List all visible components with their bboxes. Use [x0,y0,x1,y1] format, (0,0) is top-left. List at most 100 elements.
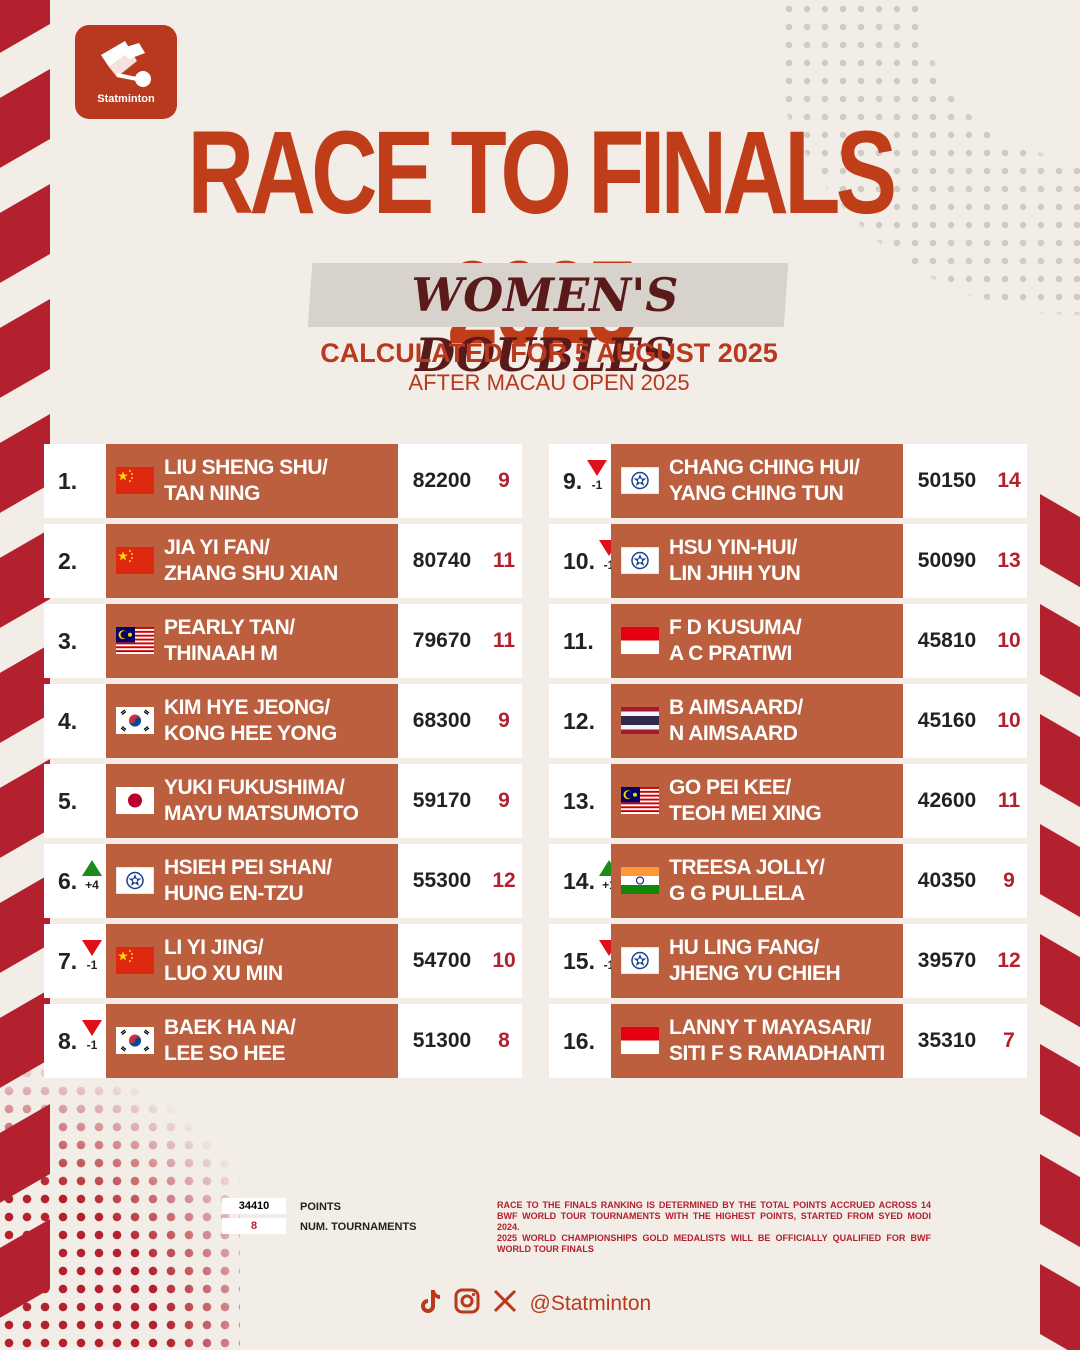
x-icon[interactable] [492,1288,518,1320]
player-1: TREESA JOLLY/ [669,856,825,879]
pair-names: HSIEH PEI SHAN/HUNG EN-TZU [164,855,332,907]
stripe [0,414,50,536]
tournaments-value: 9 [498,709,510,732]
pair-names: LI YI JING/LUO XU MIN [164,935,283,987]
taipei-flag-icon [620,946,660,975]
rank-change-value: -1 [603,958,615,972]
stripe [1040,494,1080,616]
points-value: 35310 [917,1029,977,1052]
ranking-row: 6. +4 HSIEH PEI SHAN/HUNG EN-TZU 55300 12 [44,844,522,918]
points-value: 45160 [917,709,977,732]
pair-names: PEARLY TAN/THINAAH M [164,615,295,667]
legend-tour-value: 8 [222,1218,286,1234]
points-value: 54700 [412,949,472,972]
stripe [1040,1154,1080,1276]
pair-band: LANNY T MAYASARI/SITI F S RAMADHANTI [611,1004,903,1078]
pair-band: HSIEH PEI SHAN/HUNG EN-TZU [106,844,398,918]
tiktok-icon[interactable] [418,1288,442,1320]
player-2: LUO XU MIN [164,962,283,985]
player-1: JIA YI FAN/ [164,536,270,559]
statminton-logo: Statminton [75,25,177,119]
indonesia-flag-icon [621,627,659,654]
rank-number: 8. [58,1028,78,1054]
rank-number: 16. [563,1028,595,1054]
tournaments-value: 9 [498,469,510,492]
player-1: HSIEH PEI SHAN/ [164,856,332,879]
rank-change-value: -1 [86,958,98,972]
rank-change: +4 [80,860,104,892]
pair-band: HU LING FANG/JHENG YU CHIEH [611,924,903,998]
tournaments-value: 13 [997,549,1021,572]
social-links: @Statminton [418,1288,657,1318]
korea-flag-icon [116,1027,154,1054]
stripe [1040,714,1080,836]
social-handle[interactable]: @Statminton [529,1292,652,1315]
tournaments-value: 12 [997,949,1021,972]
tournaments-value: 10 [997,709,1021,732]
points-value: 59170 [412,789,472,812]
ranking-row: 8. -1 BAEK HA NA/LEE SO HEE 51300 8 [44,1004,522,1078]
tournaments-value: 9 [1003,869,1015,892]
china-flag-icon [116,947,154,974]
arrow-down-icon [587,460,607,476]
points-value: 42600 [917,789,977,812]
player-1: PEARLY TAN/ [164,616,295,639]
stripe [0,759,50,881]
rank-change-value: -1 [86,1038,98,1052]
player-1: KIM HYE JEONG/ [164,696,330,719]
player-1: GO PEI KEE/ [669,776,791,799]
arrow-down-icon [82,1020,102,1036]
taipei-flag-icon [620,466,660,495]
rank-number: 2. [58,548,78,574]
player-2: JHENG YU CHIEH [669,962,841,985]
player-1: HU LING FANG/ [669,936,819,959]
ranking-row: 9. -1 CHANG CHING HUI/YANG CHING TUN 50150 1… [549,444,1027,518]
ranking-row: 16. LANNY T MAYASARI/SITI F S RAMADHANTI 3… [549,1004,1027,1078]
player-1: CHANG CHING HUI/ [669,456,860,479]
rank-number: 3. [58,628,78,654]
taipei-flag-icon [620,546,660,575]
after-event: AFTER MACAU OPEN 2025 [408,370,690,395]
ranking-row: 15. -1 HU LING FANG/JHENG YU CHIEH 39570 12 [549,924,1027,998]
pair-names: HSU YIN-HUI/LIN JHIH YUN [669,535,801,587]
player-1: F D KUSUMA/ [669,616,802,639]
stripe [1040,824,1080,946]
rank-number: 13. [563,788,595,814]
pair-names: F D KUSUMA/A C PRATIWI [669,615,802,667]
player-2: MAYU MATSUMOTO [164,802,359,825]
pair-band: LI YI JING/LUO XU MIN [106,924,398,998]
tournaments-value: 11 [492,549,516,572]
player-1: LI YI JING/ [164,936,264,959]
rank-change-value: -1 [591,478,603,492]
indonesia-flag-icon [621,1027,659,1054]
rank-number: 5. [58,788,78,814]
instagram-icon[interactable] [454,1288,480,1320]
stripe [1040,604,1080,726]
pair-band: YUKI FUKUSHIMA/MAYU MATSUMOTO [106,764,398,838]
rank-number: 11. [563,628,594,654]
pair-band: B AIMSAARD/N AIMSAARD [611,684,903,758]
ranking-row: 10. -1 HSU YIN-HUI/LIN JHIH YUN 50090 13 [549,524,1027,598]
page-title: RACE TO FINALS 2025 [187,107,898,368]
pair-band: TREESA JOLLY/G G PULLELA [611,844,903,918]
china-flag-icon [116,547,154,574]
rank-number: 14. [563,868,595,894]
stripe [0,69,50,191]
ranking-row: 7. -1 LI YI JING/LUO XU MIN 54700 10 [44,924,522,998]
malaysia-flag-icon [621,787,659,814]
points-value: 51300 [412,1029,472,1052]
tournaments-value: 8 [498,1029,510,1052]
pair-names: JIA YI FAN/ZHANG SHU XIAN [164,535,338,587]
rank-change-value: +4 [85,878,99,892]
player-2: TEOH MEI XING [669,802,822,825]
ranking-row: 12. B AIMSAARD/N AIMSAARD 45160 10 [549,684,1027,758]
player-2: G G PULLELA [669,882,805,905]
player-2: HUNG EN-TZU [164,882,304,905]
stripe [0,644,50,766]
rank-number: 15. [563,948,595,974]
player-1: LANNY T MAYASARI/ [669,1016,871,1039]
rank-change: -1 [80,1020,104,1052]
ranking-row: 3. PEARLY TAN/THINAAH M 79670 11 [44,604,522,678]
tournaments-value: 11 [997,789,1021,812]
ranking-note: RACE TO THE FINALS RANKING IS DETERMINED… [497,1200,931,1232]
